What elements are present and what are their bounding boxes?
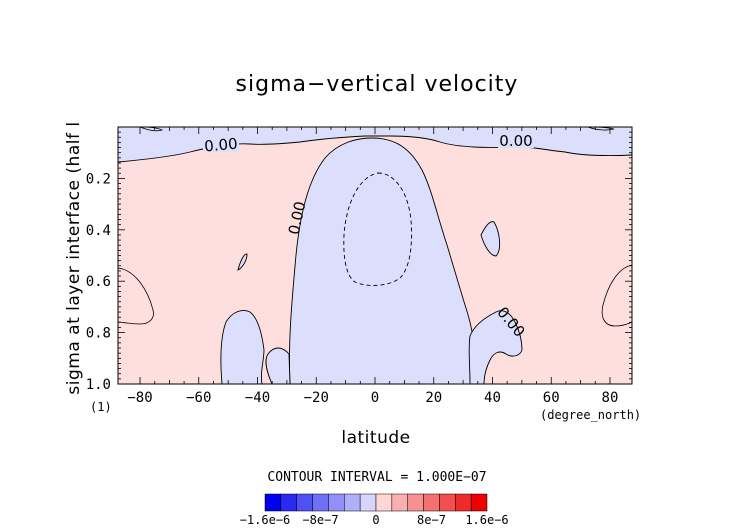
lower-left-negative-lobe	[220, 310, 265, 384]
plot-area	[118, 127, 632, 384]
y-tick-label: 1.0	[86, 377, 111, 393]
x-tick-label: 20	[425, 390, 442, 406]
colorbar-labels: −1.6e−6 −8e−7 0 8e−7 1.6e−6	[240, 513, 509, 527]
colorbar-swatch	[328, 493, 345, 512]
colorbar-swatch	[439, 493, 456, 512]
colorbar-tick-label: 1.6e−6	[465, 513, 508, 527]
x-tick-label: 0	[371, 390, 379, 406]
x-tick-label: 40	[484, 390, 501, 406]
y-tick-labels: 0.2 0.4 0.6 0.8 1.0	[86, 171, 111, 393]
colorbar-swatch	[280, 493, 297, 512]
colorbar-swatch	[423, 493, 440, 512]
contour-label-upper-left: 0.00	[203, 135, 238, 156]
x-axis-unit: (degree_north)	[540, 408, 641, 422]
x-tick-label: −40	[245, 390, 270, 406]
colorbar-swatch	[470, 493, 488, 512]
colorbar-swatch	[264, 493, 282, 512]
chart-title: sigma−vertical velocity	[236, 72, 519, 97]
saddle-negative-lobe	[265, 347, 291, 384]
x-tick-label: −60	[186, 390, 211, 406]
small-left-cell	[237, 253, 248, 271]
left-edge-contour	[118, 267, 154, 325]
right-negative-protrusion	[468, 310, 523, 384]
colorbar-tick-label: −1.6e−6	[240, 513, 291, 527]
colorbar-swatch	[344, 493, 361, 512]
colorbar-swatch	[407, 493, 424, 512]
y-tick-label: 0.6	[86, 274, 111, 290]
colorbar-swatch	[375, 493, 393, 512]
colorbar-tick-label: 0	[372, 513, 379, 527]
colorbar-swatch	[359, 493, 377, 512]
x-tick-label: −80	[127, 390, 152, 406]
contour-interval-note: CONTOUR INTERVAL = 1.000E−07	[267, 470, 486, 485]
x-axis-label: latitude	[341, 428, 410, 448]
y-axis-unit: (1)	[90, 400, 112, 414]
y-axis-label: sigma at layer interface (half l	[64, 121, 84, 394]
colorbar-tick-label: 8e−7	[417, 513, 446, 527]
colorbar-tick-label: −8e−7	[302, 513, 338, 527]
colorbar-swatch	[312, 493, 329, 512]
x-tick-label: −20	[304, 390, 329, 406]
mid-right-negative-cell	[480, 221, 501, 257]
right-edge-contour	[601, 264, 632, 327]
y-tick-label: 0.2	[86, 171, 111, 187]
y-tick-label: 0.8	[86, 326, 111, 342]
colorbar-swatch	[296, 493, 313, 512]
contour-label-background	[498, 134, 534, 148]
x-tick-labels: −80 −60 −40 −20 0 20 40 60 80	[127, 390, 618, 406]
axis-ticks	[118, 127, 632, 385]
colorbar	[264, 493, 488, 512]
contour-label-upper-right: 0.00	[499, 132, 532, 150]
colorbar-swatch	[455, 493, 472, 512]
x-tick-label: 80	[602, 390, 619, 406]
y-tick-label: 0.4	[86, 223, 111, 239]
colorbar-swatch	[391, 493, 408, 512]
contour-label-background	[203, 138, 239, 152]
inner-dashed-contour	[343, 172, 412, 286]
x-tick-label: 60	[543, 390, 560, 406]
